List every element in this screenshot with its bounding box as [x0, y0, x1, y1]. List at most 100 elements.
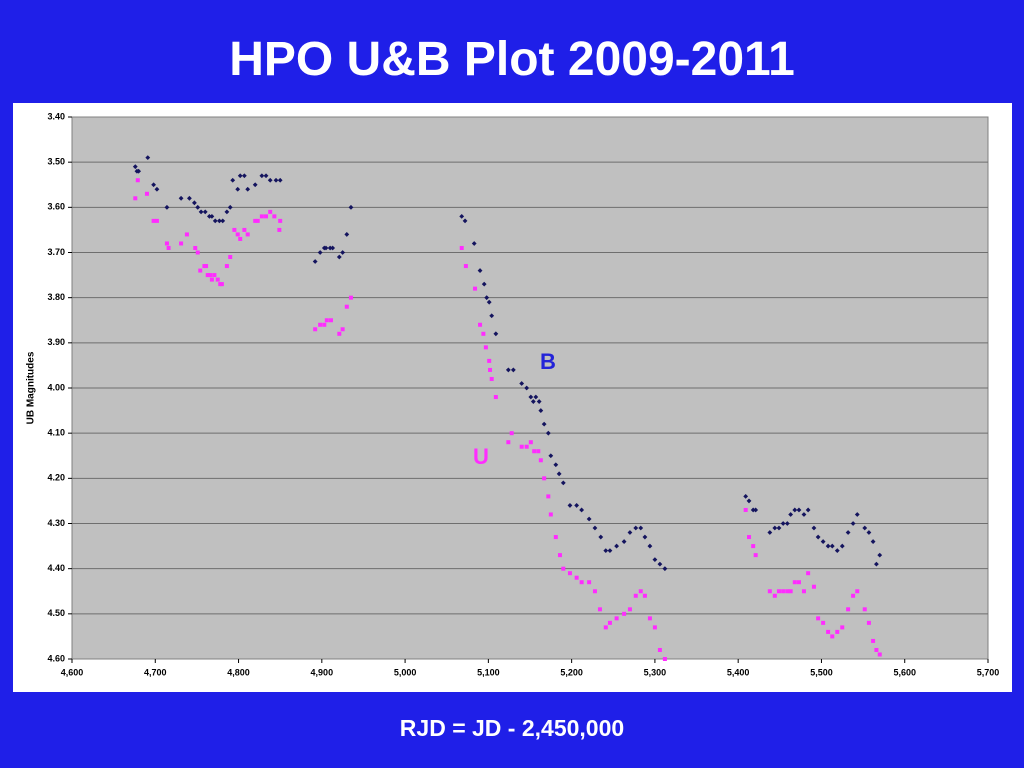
point: [811, 584, 816, 589]
y-tick-label: 3.70: [47, 247, 65, 257]
x-tick-label: 5,300: [644, 667, 667, 677]
point: [614, 616, 619, 621]
y-axis-title: UB Magnitudes: [26, 351, 37, 424]
point: [788, 512, 794, 517]
point: [592, 589, 597, 594]
y-tick-label: 4.10: [47, 428, 65, 438]
point: [322, 322, 327, 327]
point: [821, 620, 826, 625]
point: [327, 245, 333, 251]
point: [193, 245, 198, 250]
x-tick-label: 4,900: [311, 667, 334, 677]
point: [506, 440, 511, 445]
chart: UB Magnitudes 3.40 3.50 3.60 3.70 3.80 3.90 4.…: [13, 103, 1012, 692]
point: [241, 173, 247, 179]
point: [477, 268, 483, 273]
point: [235, 186, 241, 192]
y-tick-label: 4.00: [47, 382, 65, 392]
point: [767, 530, 773, 535]
point: [870, 539, 876, 544]
series-label: B: [540, 349, 556, 374]
point: [132, 164, 138, 170]
point: [846, 607, 851, 612]
x-tick-label: 5,700: [977, 667, 1000, 677]
y-tick-label: 4.60: [47, 653, 65, 663]
point: [192, 200, 197, 206]
point: [133, 196, 138, 201]
point: [621, 539, 627, 544]
point: [753, 507, 759, 513]
point: [657, 561, 663, 567]
point: [603, 625, 608, 630]
y-tick-label: 3.40: [47, 111, 65, 121]
point: [489, 313, 495, 319]
point: [642, 534, 648, 540]
point: [230, 177, 236, 183]
x-tick-label: 5,600: [893, 667, 916, 677]
point: [340, 327, 345, 332]
point: [487, 358, 492, 363]
x-tick-label: 5,200: [560, 667, 583, 677]
point: [483, 345, 488, 350]
point: [627, 607, 632, 612]
point: [784, 521, 790, 526]
point: [553, 535, 558, 540]
point: [195, 204, 201, 210]
point: [524, 444, 529, 449]
point: [556, 471, 562, 477]
point: [574, 575, 579, 580]
x-tick-label: 4,700: [144, 667, 167, 677]
point: [493, 395, 498, 400]
point: [850, 521, 856, 526]
point: [144, 191, 149, 196]
point: [835, 629, 840, 634]
point: [344, 304, 349, 309]
point: [567, 503, 573, 508]
point: [657, 647, 662, 652]
point: [235, 232, 240, 237]
point: [313, 327, 318, 332]
point: [473, 286, 478, 291]
point: [652, 557, 658, 563]
point: [205, 273, 210, 278]
point: [792, 507, 798, 513]
point: [253, 218, 258, 223]
point: [463, 264, 468, 269]
point: [330, 245, 336, 251]
point: [488, 367, 493, 372]
point: [820, 539, 826, 544]
point: [747, 535, 752, 540]
point: [542, 476, 547, 481]
point: [538, 408, 544, 413]
point: [855, 589, 860, 594]
point: [866, 620, 871, 625]
point: [536, 449, 541, 454]
point: [806, 571, 811, 576]
point: [647, 543, 653, 549]
point: [209, 213, 215, 219]
point: [792, 580, 797, 585]
point: [579, 507, 585, 513]
point: [579, 580, 584, 585]
point: [337, 331, 342, 336]
point: [245, 186, 251, 192]
point: [459, 245, 464, 250]
point: [753, 553, 758, 558]
point: [519, 444, 524, 449]
point: [312, 259, 318, 264]
point: [324, 318, 329, 323]
point: [587, 580, 592, 585]
point: [553, 462, 559, 468]
point: [259, 214, 264, 219]
point: [877, 652, 882, 657]
point: [829, 543, 835, 549]
point: [178, 195, 184, 201]
point: [533, 394, 539, 400]
point: [478, 322, 483, 327]
point: [805, 507, 811, 513]
x-tick-label: 5,000: [394, 667, 417, 677]
point: [785, 589, 790, 594]
point: [215, 277, 220, 282]
point: [528, 394, 534, 400]
